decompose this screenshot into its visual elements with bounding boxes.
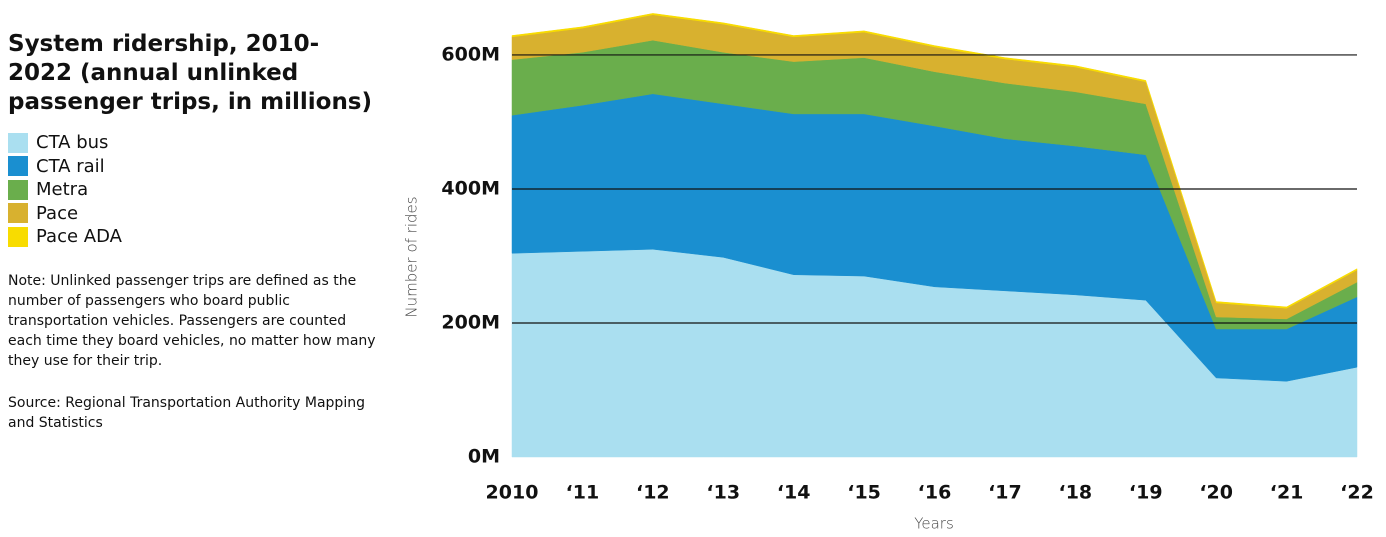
legend-swatch	[8, 156, 28, 177]
legend-item: CTA rail	[8, 155, 378, 179]
legend-label: Pace ADA	[36, 226, 122, 248]
chart-title: System ridership, 2010-2022 (annual unli…	[8, 31, 373, 115]
y-tick-label: 600M	[441, 43, 500, 65]
x-tick-label: ‘19	[1129, 482, 1163, 504]
y-tick-label: 400M	[441, 177, 500, 199]
x-tick-label: 2010	[486, 482, 539, 504]
legend-swatch	[8, 179, 28, 200]
x-tick-label: ‘17	[988, 482, 1022, 504]
legend-item: Pace ADA	[8, 225, 378, 249]
x-tick-label: ‘14	[777, 482, 811, 504]
legend-label: Pace	[36, 202, 79, 224]
x-tick-label: ‘18	[1058, 482, 1092, 504]
legend-item: Metra	[8, 178, 378, 202]
source: Source: Regional Transportation Authorit…	[8, 394, 365, 431]
x-tick-label: ‘13	[706, 482, 740, 504]
y-tick-label: 0M	[468, 446, 500, 468]
x-tick-label: ‘15	[847, 482, 881, 504]
legend: CTA bus CTA rail Metra Pace Pace ADA	[8, 131, 378, 249]
y-tick-label: 200M	[441, 311, 500, 333]
note: Note: Unlinked passenger trips are defin…	[8, 272, 376, 369]
legend-label: CTA bus	[36, 132, 109, 154]
x-axis-label: Years	[914, 515, 954, 533]
x-tick-label: ‘16	[918, 482, 952, 504]
legend-item: CTA bus	[8, 131, 378, 155]
x-tick-label: ‘21	[1270, 482, 1304, 504]
legend-item: Pace	[8, 202, 378, 226]
x-tick-label: ‘20	[1199, 482, 1233, 504]
legend-label: CTA rail	[36, 155, 105, 177]
x-tick-label: ‘11	[566, 482, 600, 504]
legend-label: Metra	[36, 179, 89, 201]
area	[511, 13, 1358, 309]
x-tick-label: ‘12	[636, 482, 670, 504]
y-axis-label: Number of rides	[403, 196, 421, 317]
legend-swatch	[8, 132, 28, 153]
legend-swatch	[8, 226, 28, 247]
legend-swatch	[8, 203, 28, 224]
sidebar: System ridership, 2010-2022 (annual unli…	[8, 30, 378, 537]
x-tick-label: ‘22	[1340, 482, 1374, 504]
